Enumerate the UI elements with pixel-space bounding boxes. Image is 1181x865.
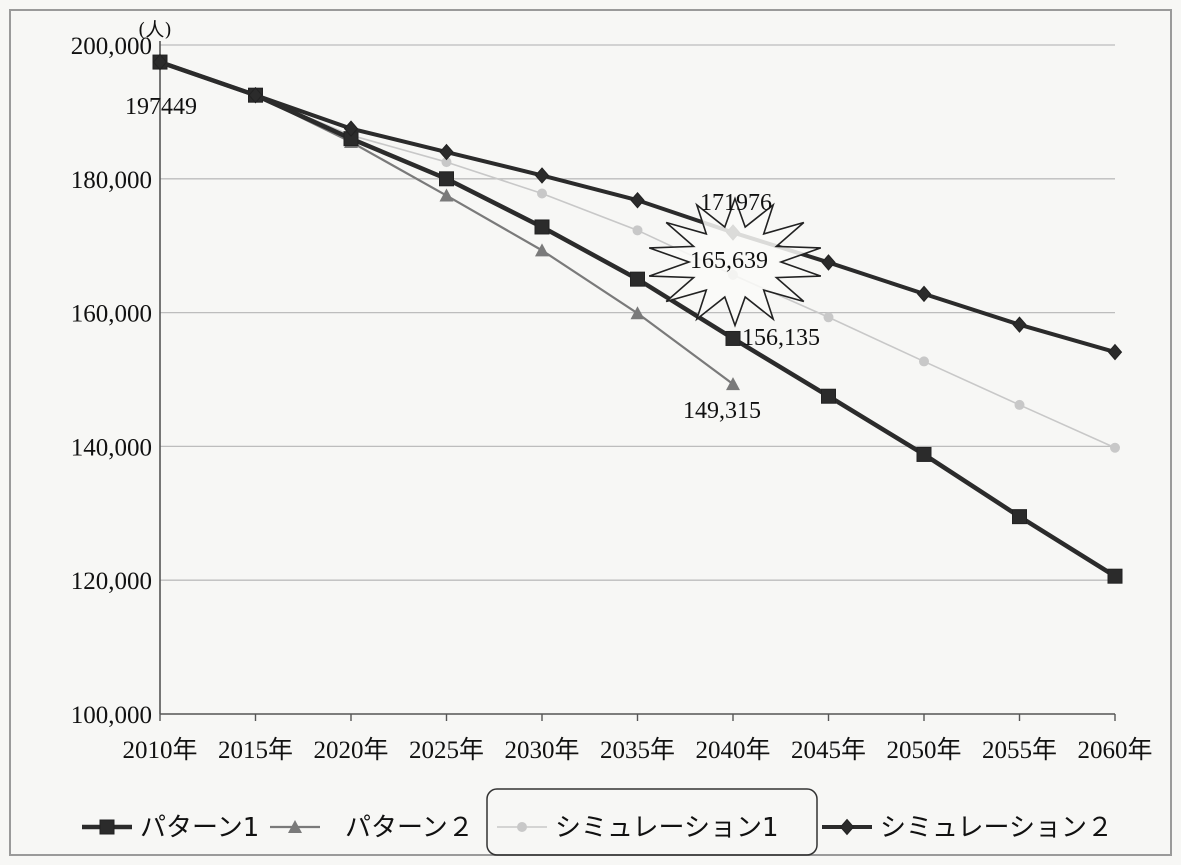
marker-triangle bbox=[288, 820, 302, 833]
chart-frame bbox=[9, 9, 1172, 856]
marker-diamond bbox=[1107, 343, 1123, 361]
marker-circle bbox=[1014, 399, 1025, 410]
marker-triangle bbox=[439, 188, 454, 202]
marker-circle bbox=[441, 157, 452, 168]
marker-square bbox=[821, 388, 836, 404]
unit-label: (人) bbox=[138, 19, 172, 41]
marker-diamond bbox=[916, 285, 932, 303]
x-tick-label: 2020年 bbox=[313, 736, 388, 764]
marker-square bbox=[1107, 568, 1123, 584]
marker-square bbox=[916, 446, 932, 462]
marker-diamond bbox=[839, 818, 855, 836]
marker-circle bbox=[537, 188, 547, 199]
marker-diamond bbox=[343, 120, 359, 137]
x-tick-label: 2030年 bbox=[504, 736, 579, 764]
marker-square bbox=[1012, 509, 1027, 525]
x-tick-label: 2010年 bbox=[122, 736, 197, 764]
series-2 bbox=[153, 55, 740, 391]
marker-diamond bbox=[821, 254, 836, 271]
legend-label: シミュレーション1 bbox=[555, 813, 779, 843]
y-tick-label: 160,000 bbox=[71, 301, 152, 328]
y-tick-label: 120,000 bbox=[71, 568, 152, 595]
legend-item-2: パターン２ bbox=[270, 813, 474, 843]
marker-square bbox=[725, 330, 741, 346]
marker-square bbox=[439, 171, 454, 187]
legend: パターン1 パターン２ シミュレーション1 シミュレーション２ bbox=[82, 788, 1113, 856]
marker-square bbox=[99, 819, 115, 835]
series-group bbox=[152, 53, 1123, 584]
data-label: 165,639 bbox=[690, 248, 768, 274]
marker-circle bbox=[632, 225, 643, 236]
marker-diamond bbox=[439, 143, 454, 161]
marker-triangle bbox=[535, 243, 549, 257]
data-label: 156,135 bbox=[742, 325, 820, 351]
starburst-callout bbox=[648, 196, 822, 328]
x-tick-label: 2045年 bbox=[791, 736, 866, 764]
legend-item-3: シミュレーション1 bbox=[497, 813, 779, 843]
x-tick-label: 2015年 bbox=[218, 736, 293, 764]
starburst-shape bbox=[648, 196, 822, 328]
marker-triangle bbox=[726, 377, 740, 391]
legend-item-4: シミュレーション２ bbox=[822, 813, 1113, 843]
x-tick-label: 2060年 bbox=[1077, 736, 1152, 764]
data-label: 171976 bbox=[700, 190, 772, 216]
marker-square bbox=[534, 219, 550, 235]
y-tick-label: 140,000 bbox=[71, 434, 152, 461]
marker-square bbox=[630, 271, 645, 287]
marker-circle bbox=[517, 822, 527, 832]
marker-diamond bbox=[630, 191, 645, 209]
y-tick-label: 200,000 bbox=[71, 33, 152, 60]
axes: 100,000 120,000 140,000 160,000 180,000 200,0… bbox=[9, 9, 1172, 856]
marker-diamond bbox=[1012, 316, 1027, 333]
x-tick-label: 2055年 bbox=[982, 736, 1057, 764]
series-line bbox=[159, 61, 1116, 449]
marker-diamond bbox=[152, 53, 168, 71]
legend-item-1: パターン1 bbox=[82, 813, 259, 843]
x-tick-label: 2025年 bbox=[409, 736, 484, 764]
legend-label: パターン1 bbox=[140, 813, 259, 843]
marker-triangle bbox=[630, 306, 645, 320]
series-line bbox=[159, 61, 734, 385]
x-tick-label: 2035年 bbox=[600, 736, 675, 764]
legend-label: パターン２ bbox=[345, 813, 474, 843]
data-labels: 197449 171976 165,639 156,135 149,315 bbox=[125, 94, 820, 424]
y-tick-label: 180,000 bbox=[71, 167, 152, 194]
y-tick-label: 100,000 bbox=[71, 702, 152, 729]
data-label: 149,315 bbox=[683, 398, 761, 424]
marker-circle bbox=[823, 312, 834, 323]
data-label: 197449 bbox=[125, 94, 197, 120]
marker-circle bbox=[919, 356, 929, 367]
legend-label: シミュレーション２ bbox=[880, 813, 1113, 843]
legend-highlight-box bbox=[486, 788, 818, 856]
marker-diamond bbox=[248, 86, 263, 104]
x-tick-label: 2040年 bbox=[695, 736, 770, 764]
marker-circle bbox=[1110, 442, 1120, 453]
x-tick-label: 2050年 bbox=[886, 736, 961, 764]
marker-diamond bbox=[534, 167, 550, 184]
